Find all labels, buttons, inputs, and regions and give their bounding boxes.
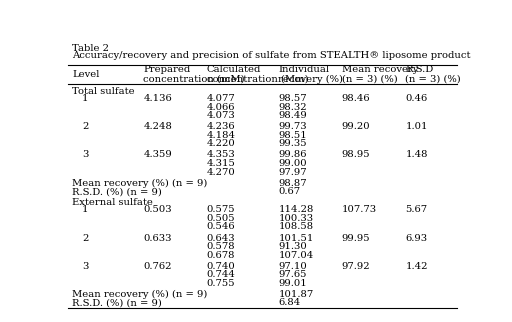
- Text: 0.633: 0.633: [143, 233, 172, 242]
- Text: 107.73: 107.73: [342, 205, 377, 214]
- Text: 97.92: 97.92: [342, 262, 370, 271]
- Text: R.S.D: R.S.D: [406, 64, 434, 73]
- Text: 98.32: 98.32: [279, 103, 307, 112]
- Text: 101.87: 101.87: [279, 290, 313, 299]
- Text: 98.87: 98.87: [279, 179, 307, 188]
- Text: 107.04: 107.04: [279, 251, 313, 260]
- Text: 4.270: 4.270: [207, 167, 236, 176]
- Text: 98.95: 98.95: [342, 150, 370, 159]
- Text: 1.42: 1.42: [406, 262, 428, 271]
- Text: 6.93: 6.93: [406, 233, 428, 242]
- Text: 99.00: 99.00: [279, 159, 307, 168]
- Text: concentration (mM): concentration (mM): [143, 75, 245, 84]
- Text: 0.46: 0.46: [406, 94, 428, 103]
- Text: 4.315: 4.315: [207, 159, 236, 168]
- Text: 91.30: 91.30: [279, 242, 307, 251]
- Text: Individual: Individual: [279, 64, 329, 73]
- Text: 0.578: 0.578: [207, 242, 236, 251]
- Text: 97.65: 97.65: [279, 270, 307, 279]
- Text: concentration (Mm): concentration (Mm): [207, 75, 308, 84]
- Text: Table 2: Table 2: [72, 44, 109, 53]
- Text: 4.184: 4.184: [207, 131, 236, 140]
- Text: 99.20: 99.20: [342, 122, 370, 131]
- Text: Prepared: Prepared: [143, 64, 190, 73]
- Text: 4.073: 4.073: [207, 111, 236, 120]
- Text: Mean recovery: Mean recovery: [342, 64, 418, 73]
- Text: R.S.D. (%) (n = 9): R.S.D. (%) (n = 9): [72, 187, 162, 196]
- Text: 0.503: 0.503: [143, 205, 172, 214]
- Text: External sulfate: External sulfate: [72, 198, 153, 207]
- Text: 4.220: 4.220: [207, 139, 236, 148]
- Text: Accuracy/recovery and precision of sulfate from STEALTH® liposome product: Accuracy/recovery and precision of sulfa…: [72, 51, 471, 60]
- Text: 99.86: 99.86: [279, 150, 307, 159]
- Text: R.S.D. (%) (n = 9): R.S.D. (%) (n = 9): [72, 298, 162, 308]
- Text: recovery (%): recovery (%): [279, 75, 343, 84]
- Text: 0.678: 0.678: [207, 251, 236, 260]
- Text: Mean recovery (%) (n = 9): Mean recovery (%) (n = 9): [72, 179, 207, 188]
- Text: 97.97: 97.97: [279, 167, 307, 176]
- Text: 0.643: 0.643: [207, 233, 236, 242]
- Text: 0.67: 0.67: [279, 187, 301, 196]
- Text: 5.67: 5.67: [406, 205, 428, 214]
- Text: 0.546: 0.546: [207, 223, 236, 232]
- Text: 99.73: 99.73: [279, 122, 307, 131]
- Text: 0.755: 0.755: [207, 279, 236, 288]
- Text: Calculated: Calculated: [207, 64, 261, 73]
- Text: 99.35: 99.35: [279, 139, 307, 148]
- Text: 2: 2: [82, 233, 88, 242]
- Text: Level: Level: [72, 70, 99, 79]
- Text: 1.01: 1.01: [406, 122, 428, 131]
- Text: (n = 3) (%): (n = 3) (%): [406, 75, 461, 84]
- Text: 1.48: 1.48: [406, 150, 428, 159]
- Text: 4.136: 4.136: [143, 94, 172, 103]
- Text: 2: 2: [82, 122, 88, 131]
- Text: 3: 3: [82, 262, 88, 271]
- Text: 1: 1: [82, 94, 89, 103]
- Text: 4.359: 4.359: [143, 150, 172, 159]
- Text: 108.58: 108.58: [279, 223, 313, 232]
- Text: 6.84: 6.84: [279, 298, 301, 308]
- Text: 3: 3: [82, 150, 88, 159]
- Text: 0.762: 0.762: [143, 262, 172, 271]
- Text: Mean recovery (%) (n = 9): Mean recovery (%) (n = 9): [72, 290, 207, 299]
- Text: 98.46: 98.46: [342, 94, 370, 103]
- Text: 114.28: 114.28: [279, 205, 314, 214]
- Text: 99.95: 99.95: [342, 233, 370, 242]
- Text: 98.57: 98.57: [279, 94, 307, 103]
- Text: 0.505: 0.505: [207, 214, 236, 223]
- Text: 98.51: 98.51: [279, 131, 307, 140]
- Text: 97.10: 97.10: [279, 262, 307, 271]
- Text: 4.066: 4.066: [207, 103, 236, 112]
- Text: 99.01: 99.01: [279, 279, 307, 288]
- Text: 4.248: 4.248: [143, 122, 172, 131]
- Text: (n = 3) (%): (n = 3) (%): [342, 75, 397, 84]
- Text: 100.33: 100.33: [279, 214, 313, 223]
- Text: Total sulfate: Total sulfate: [72, 87, 135, 96]
- Text: 98.49: 98.49: [279, 111, 307, 120]
- Text: 0.740: 0.740: [207, 262, 236, 271]
- Text: 101.51: 101.51: [279, 233, 314, 242]
- Text: 0.575: 0.575: [207, 205, 236, 214]
- Text: 1: 1: [82, 205, 89, 214]
- Text: 4.353: 4.353: [207, 150, 236, 159]
- Text: 0.744: 0.744: [207, 270, 236, 279]
- Text: 4.077: 4.077: [207, 94, 236, 103]
- Text: 4.236: 4.236: [207, 122, 236, 131]
